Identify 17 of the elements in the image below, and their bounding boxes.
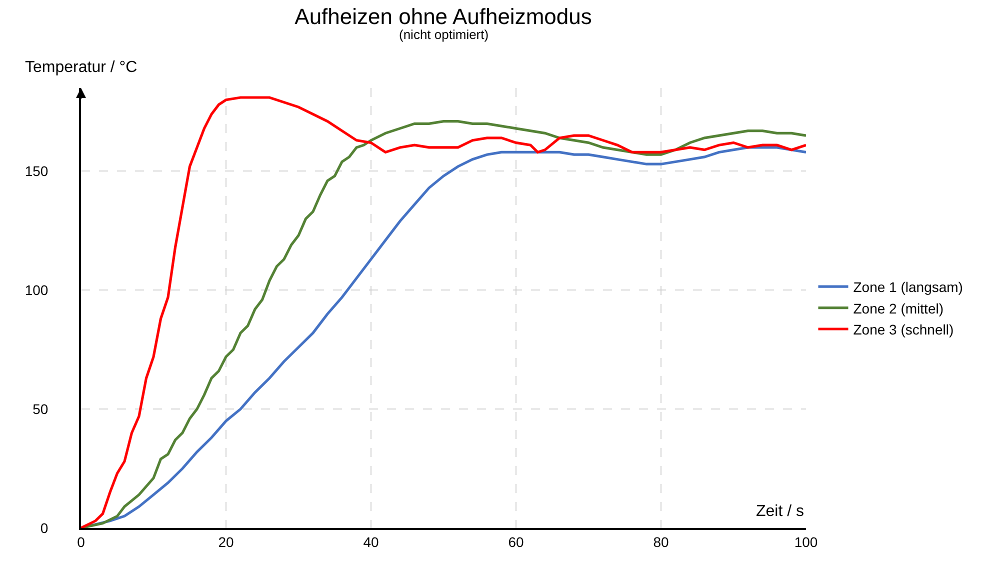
y-tick-label: 0 xyxy=(40,520,48,536)
chart-subtitle: (nicht optimiert) xyxy=(399,27,489,42)
x-tick-label: 80 xyxy=(653,534,669,550)
x-axis-title: Zeit / s xyxy=(756,503,804,520)
x-tick-label: 40 xyxy=(363,534,379,550)
x-tick-label: 20 xyxy=(218,534,234,550)
x-tick-label: 100 xyxy=(794,534,818,550)
legend-label: Zone 2 (mittel) xyxy=(853,300,944,316)
y-tick-label: 100 xyxy=(24,282,48,298)
y-tick-label: 150 xyxy=(24,163,48,180)
x-tick-label: 0 xyxy=(77,534,86,550)
legend-label: Zone 1 (langsam) xyxy=(853,279,963,296)
chart-title: Aufheizen ohne Aufheizmodus xyxy=(294,4,592,29)
y-tick-label: 50 xyxy=(32,400,48,417)
x-tick-label: 60 xyxy=(508,534,524,550)
y-axis-title: Temperatur / °C xyxy=(25,59,138,76)
legend-label: Zone 3 (schnell) xyxy=(853,321,954,338)
